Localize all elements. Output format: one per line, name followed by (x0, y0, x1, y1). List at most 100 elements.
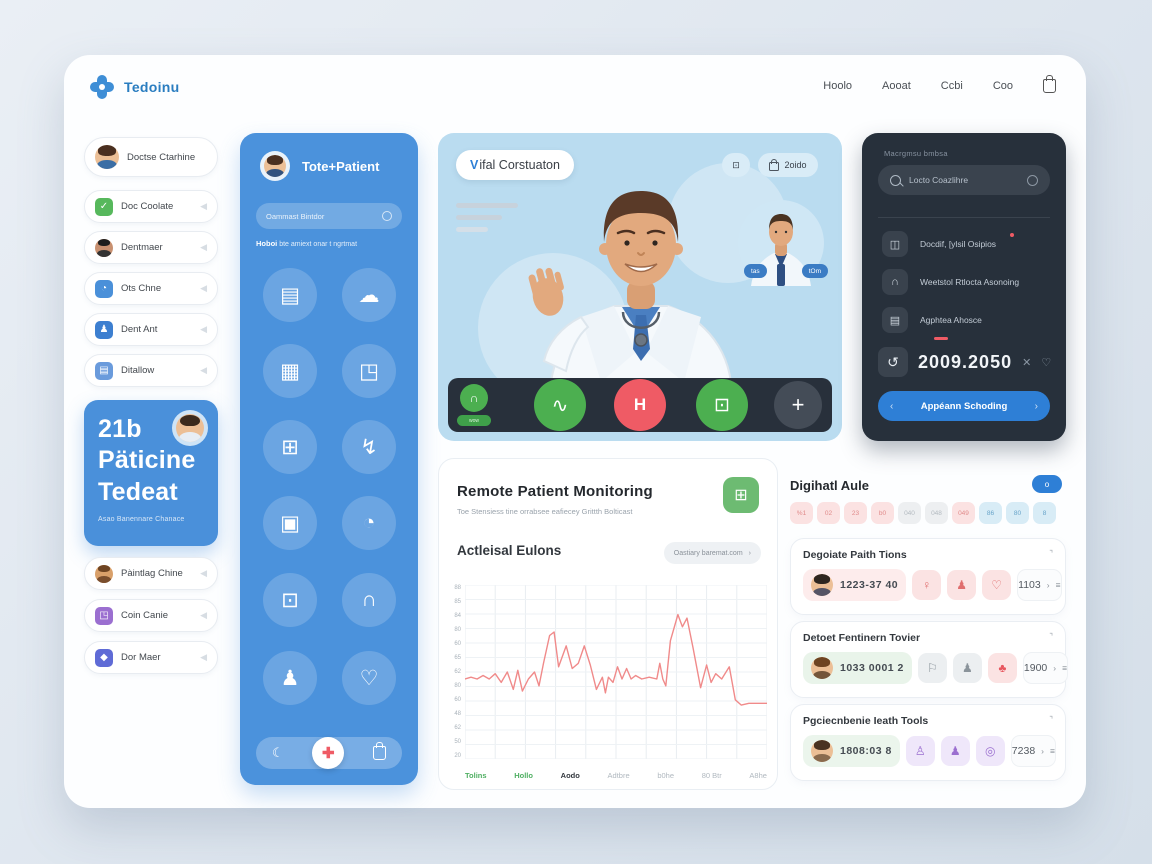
sidebar-item-doc-coolate[interactable]: ✓ Doc Coolate ◀ (84, 190, 218, 223)
flag-chip[interactable]: ⚐ (917, 653, 947, 683)
sidebar-item-ditallow[interactable]: ▤ Ditallow ◀ (84, 354, 218, 387)
sidebar-profile[interactable]: Doctse Ctarhine (84, 137, 218, 177)
x-tick[interactable]: A8he (749, 771, 767, 780)
day-chip[interactable]: 02 (817, 502, 840, 524)
timer-service-button[interactable]: ◔ (342, 496, 396, 550)
cloud-service-button[interactable]: ☁ (342, 268, 396, 322)
day-chip[interactable]: 048 (925, 502, 948, 524)
sidebar-item-dentmaer[interactable]: Dentmaer ◀ (84, 231, 218, 264)
image-service-button[interactable]: ◳ (342, 344, 396, 398)
expand-corner-icon[interactable]: ⌝ (1049, 549, 1053, 558)
contact-service-button[interactable]: ♟ (263, 651, 317, 705)
menu-item-appointments[interactable]: ▤ Agphtea Ahosce (882, 307, 982, 333)
person-chip[interactable]: ♙ (905, 736, 935, 766)
x-tick[interactable]: 80 Btr (701, 771, 722, 780)
calendar-service-button[interactable]: ⊞ (263, 420, 317, 474)
x-tick[interactable]: Adtbre (607, 771, 630, 780)
x-tick[interactable]: Tolins (465, 771, 487, 780)
pin-chip[interactable]: ♀ (912, 570, 942, 600)
count-pill[interactable]: 1900 › ≡ (1022, 652, 1069, 684)
headset-button[interactable]: ∩ (460, 384, 488, 412)
x-tick[interactable]: b0he (657, 771, 674, 780)
phone-pill[interactable]: 1808:03 8 (803, 735, 900, 767)
add-participant-button[interactable]: + (774, 381, 822, 429)
day-chip[interactable]: b0 (871, 502, 894, 524)
sidebar-item-dor-maer[interactable]: ◆ Dor Maer ◀ (84, 641, 218, 674)
heart-icon[interactable]: ♡ (1041, 356, 1052, 369)
phone-pill[interactable]: 1223-37 40 (803, 569, 907, 601)
expand-corner-icon[interactable]: ⌝ (1049, 715, 1053, 724)
sidebar-item-dent-ant[interactable]: ♟ Dent Ant ◀ (84, 313, 218, 346)
menu-item-monitoring[interactable]: ∩ Weetstol Rtlocta Asonoing (882, 269, 1019, 295)
day-chip[interactable]: 23 (844, 502, 867, 524)
leaf-chip[interactable]: ♣ (987, 653, 1017, 683)
pip-doctor-video[interactable]: tas tOm (738, 200, 828, 286)
nav-item-about[interactable]: Aooat (882, 80, 911, 92)
x-tick[interactable]: Hollo (514, 771, 533, 780)
patient-search-input[interactable]: Oammast Bintdor (256, 203, 402, 229)
monitor-chip[interactable]: ♡ (982, 570, 1012, 600)
notification-dot (1010, 233, 1015, 237)
refresh-button[interactable]: ↺ (878, 347, 908, 377)
day-chip[interactable]: 040 (898, 502, 921, 524)
share-screen-button[interactable]: ⊡ (696, 379, 748, 431)
stethoscope-service-button[interactable]: ♡ (342, 651, 396, 705)
share-screen-icon: ⊡ (714, 394, 730, 416)
day-chip[interactable]: 8 (1033, 502, 1056, 524)
end-call-button[interactable]: H (614, 379, 666, 431)
badge-service-button[interactable]: ▣ (263, 496, 317, 550)
chart-source-dropdown[interactable]: Oastiary baremat.com › (663, 542, 761, 564)
person-chip[interactable]: ♟ (952, 653, 982, 683)
expand-corner-icon[interactable]: ⌝ (1049, 632, 1053, 641)
sidebar-item-ots-chne[interactable]: ◔ Ots Chne ◀ (84, 272, 218, 305)
digital-tools-button[interactable]: o (1032, 475, 1062, 493)
appointment-search-input[interactable]: Locto Coazlihre (878, 165, 1050, 195)
app-logo[interactable]: Tedoinu (90, 75, 180, 99)
day-chip[interactable]: 049 (952, 502, 975, 524)
contact-avatar (811, 574, 833, 596)
card-service-button[interactable]: ▤ (263, 268, 317, 322)
moon-icon[interactable]: ☾ (272, 745, 284, 760)
chevron-icon: ◀ (200, 283, 207, 293)
bag-icon[interactable] (373, 742, 386, 760)
pulse-service-button[interactable]: ↯ (342, 420, 396, 474)
appointment-scheduling-button[interactable]: ‹ Appéann Schoding › (878, 391, 1050, 421)
patient-stat-card[interactable]: 21b Päticine Tedeat Asao Banennare Chana… (84, 400, 218, 546)
count-pill[interactable]: 7238 › ≡ (1010, 735, 1056, 767)
day-chip[interactable]: 86 (979, 502, 1002, 524)
nav-item-contact[interactable]: Coo (992, 80, 1013, 92)
audio-secure-button[interactable]: 2oido (758, 153, 818, 177)
monitoring-stats-button[interactable]: ⊞ (723, 477, 759, 513)
sidebar-item-label: Doc Coolate (121, 201, 174, 212)
person-chip[interactable]: ♟ (947, 570, 977, 600)
menu-item-messages[interactable]: ◫ Docdif, [ylsil Osipios (882, 231, 1015, 257)
card-title: Detoet Fentinern Tovier (803, 632, 921, 644)
sidebar-item-painting-chine[interactable]: Pàintlag Chine ◀ (84, 557, 218, 590)
contact-card-treatment-tower[interactable]: Detoet Fentinern Tovier ⌝ 1033 0001 2 ⚐ … (790, 621, 1069, 698)
waveform-button[interactable]: ∿ (534, 379, 586, 431)
contact-card-health-tools[interactable]: Pgciecnbenie Ieath Tools ⌝ 1808:03 8 ♙ ♟… (790, 704, 1066, 781)
nav-item-call[interactable]: Ccbi (940, 80, 963, 92)
person-icon: ♟ (95, 320, 113, 339)
cart-icon[interactable] (1043, 75, 1056, 93)
circle-chip[interactable]: ◎ (975, 736, 1005, 766)
person-chip[interactable]: ♟ (940, 736, 970, 766)
x-tick[interactable]: Aodo (560, 771, 580, 780)
expand-icon[interactable]: ✕ (1022, 356, 1032, 369)
nav-item-home[interactable]: Hoolo (823, 80, 853, 92)
contact-card-pain-tools[interactable]: Degoiate Paith Tions ⌝ 1223-37 40 ♀ ♟ ♡ … (790, 538, 1066, 615)
sidebar-item-coin-canie[interactable]: ◳ Coin Canie ◀ (84, 599, 218, 632)
chevron-icon: ◀ (200, 365, 207, 375)
pip-tag: tOm (801, 264, 828, 278)
headphones-service-button[interactable]: ∩ (342, 573, 396, 627)
emergency-cross-button[interactable]: ✚ (312, 737, 345, 769)
count-pill[interactable]: 1103 › ≡ (1017, 569, 1062, 601)
day-chip[interactable]: %1 (790, 502, 813, 524)
records-service-button[interactable]: ▦ (263, 344, 317, 398)
sidebar-item-label: Pàintlag Chine (121, 568, 183, 579)
box-service-button[interactable]: ⊡ (263, 573, 317, 627)
phone-pill[interactable]: 1033 0001 2 (803, 652, 912, 684)
picture-in-picture-button[interactable]: ⊡ (722, 153, 750, 177)
day-chip[interactable]: 80 (1006, 502, 1029, 524)
